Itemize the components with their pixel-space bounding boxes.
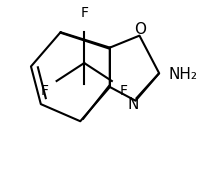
Text: F: F: [120, 84, 128, 98]
Text: N: N: [128, 97, 139, 112]
Text: O: O: [135, 22, 146, 37]
Text: NH₂: NH₂: [168, 67, 197, 82]
Text: F: F: [80, 6, 88, 19]
Text: F: F: [41, 84, 49, 98]
